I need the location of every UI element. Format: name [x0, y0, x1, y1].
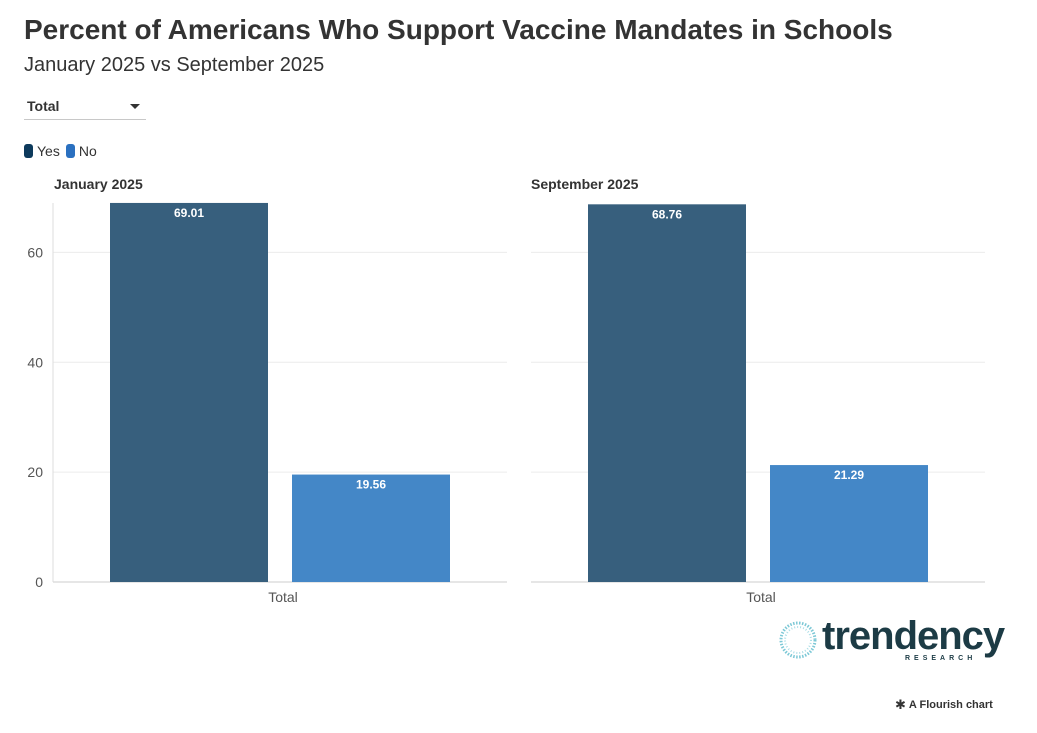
- y-tick-label: 40: [27, 354, 43, 370]
- y-tick-label: 20: [27, 464, 43, 480]
- logo-ring-icon: [779, 621, 817, 659]
- legend-label-yes: Yes: [37, 143, 60, 159]
- legend-item-no[interactable]: No: [65, 143, 97, 159]
- x-tick-label: Total: [746, 589, 776, 605]
- panel-title-january: January 2025: [54, 176, 143, 192]
- group-filter-dropdown[interactable]: Total: [24, 94, 146, 120]
- legend-swatch-no: [65, 144, 75, 158]
- legend-label-no: No: [78, 143, 97, 159]
- legend: Yes No: [24, 142, 103, 160]
- chart-subtitle: January 2025 vs September 2025: [24, 54, 325, 76]
- chevron-down-icon: [130, 104, 140, 109]
- logo-wordmark: trendency: [822, 614, 1005, 658]
- bar-yes[interactable]: [588, 204, 746, 582]
- panel-title-september: September 2025: [531, 176, 639, 192]
- logo-subtitle: RESEARCH: [905, 655, 977, 662]
- flourish-credit-link[interactable]: ✱ A Flourish chart: [895, 697, 993, 713]
- legend-item-yes[interactable]: Yes: [24, 143, 60, 159]
- bar-value-label: 69.01: [174, 206, 204, 220]
- trendency-logo: trendency RESEARCH: [776, 614, 1005, 664]
- x-tick-label: Total: [268, 589, 298, 605]
- legend-swatch-yes: [24, 144, 33, 158]
- y-tick-label: 0: [35, 574, 43, 590]
- bar-value-label: 19.56: [356, 478, 386, 492]
- bar-no[interactable]: [292, 474, 450, 582]
- y-tick-label: 60: [27, 244, 43, 260]
- asterisk-icon: ✱: [895, 697, 906, 712]
- flourish-credit-text: A Flourish chart: [908, 699, 993, 711]
- bar-no[interactable]: [770, 465, 928, 582]
- bar-value-label: 21.29: [834, 468, 864, 482]
- bar-value-label: 68.76: [652, 207, 682, 221]
- dropdown-selected-value: Total: [27, 98, 60, 114]
- chart-title: Percent of Americans Who Support Vaccine…: [24, 14, 893, 45]
- bar-yes[interactable]: [110, 202, 268, 582]
